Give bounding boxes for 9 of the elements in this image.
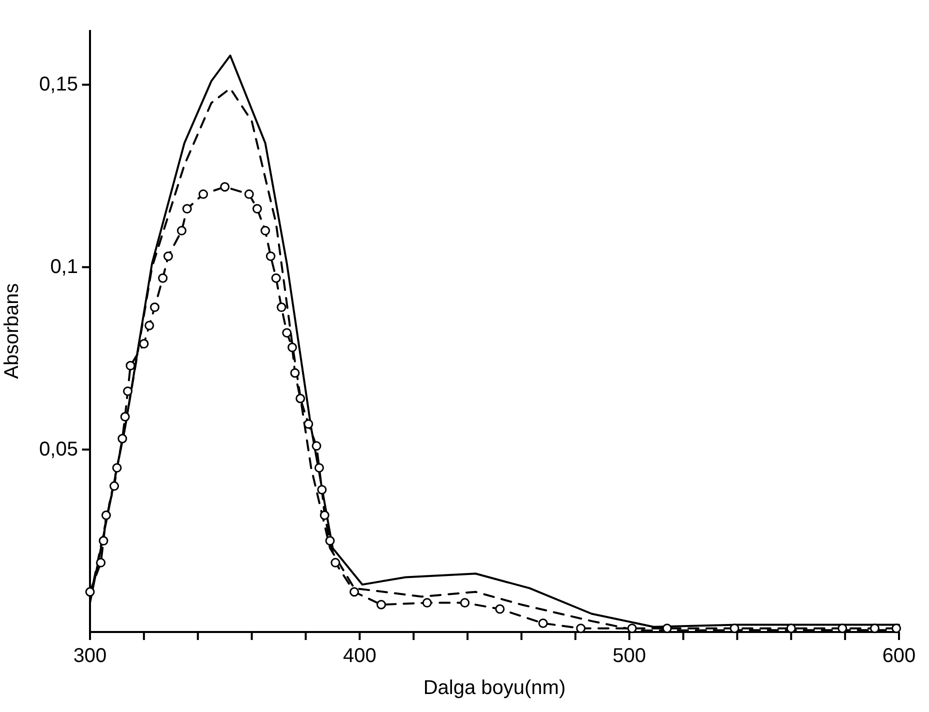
x-tick-label: 400 (342, 645, 376, 667)
x-tick-label: 300 (73, 645, 107, 667)
y-tick-label: 0,05 (39, 438, 78, 461)
x-tick-label: 500 (612, 645, 646, 667)
y-tick-label: 0,1 (50, 256, 78, 278)
x-tick-label: 600 (882, 645, 916, 667)
x-axis-title: Dalga boyu(nm) (423, 677, 566, 699)
y-axis-title: Absorbans (1, 283, 23, 379)
y-tick-label: 0,15 (39, 74, 78, 96)
